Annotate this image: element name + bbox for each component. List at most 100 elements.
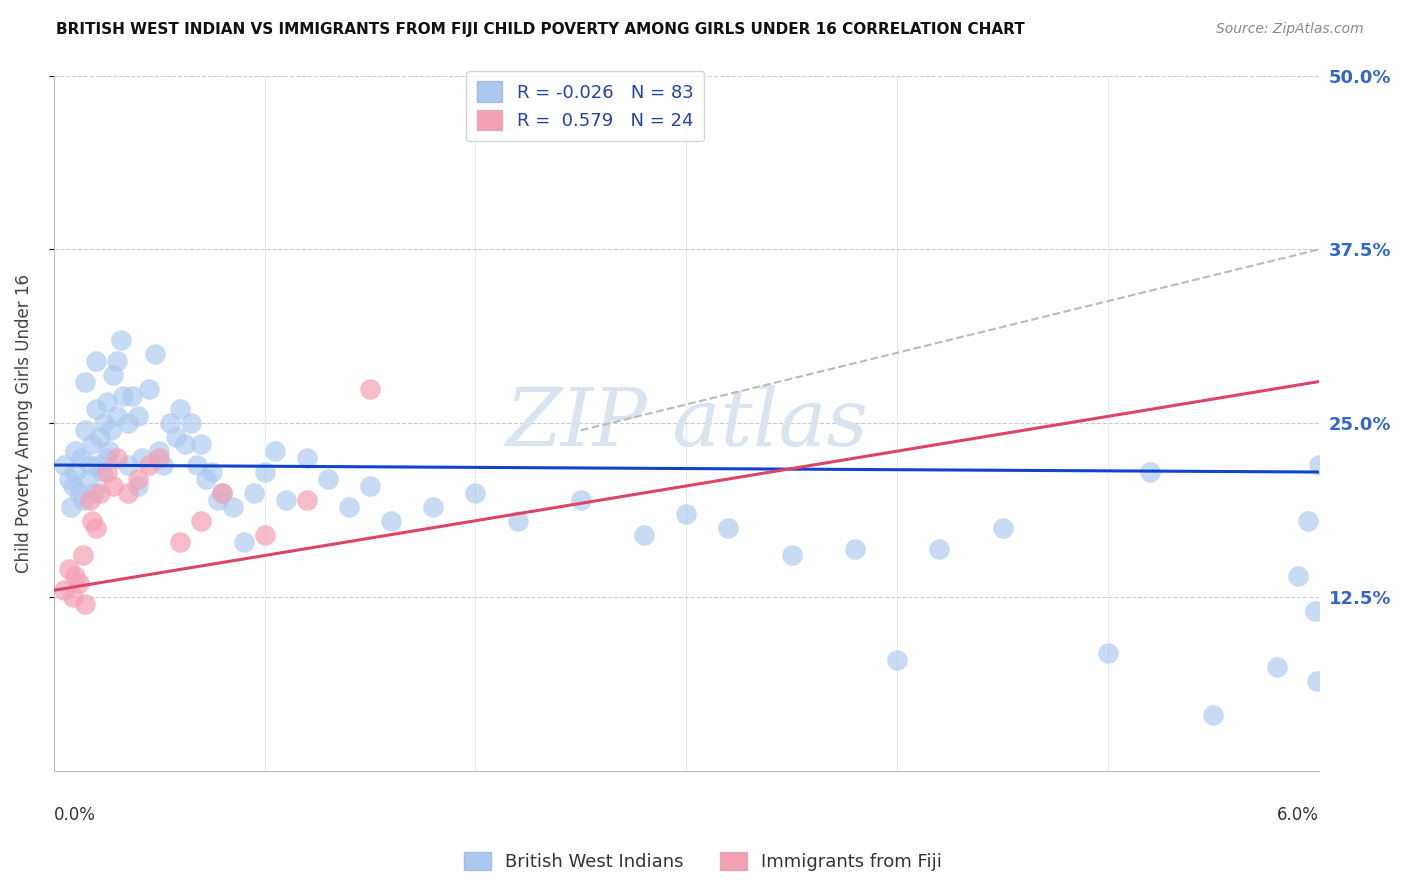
Point	[717, 521, 740, 535]
Point	[1139, 465, 1161, 479]
Point	[337, 500, 360, 514]
Text: 6.0%: 6.0%	[1277, 805, 1319, 824]
Point	[222, 500, 245, 514]
Point	[67, 486, 90, 500]
Point	[844, 541, 866, 556]
Point	[80, 514, 103, 528]
Point	[569, 492, 592, 507]
Point	[422, 500, 444, 514]
Point	[62, 479, 84, 493]
Point	[169, 402, 191, 417]
Point	[675, 507, 697, 521]
Point	[991, 521, 1014, 535]
Point	[295, 492, 318, 507]
Point	[84, 521, 107, 535]
Point	[131, 451, 153, 466]
Point	[180, 417, 202, 431]
Point	[138, 382, 160, 396]
Point	[194, 472, 217, 486]
Point	[67, 576, 90, 591]
Point	[1202, 708, 1225, 723]
Point	[274, 492, 297, 507]
Point	[53, 583, 76, 598]
Point	[1265, 660, 1288, 674]
Point	[97, 444, 120, 458]
Point	[83, 486, 105, 500]
Point	[89, 486, 111, 500]
Point	[75, 375, 97, 389]
Point	[117, 417, 139, 431]
Point	[1097, 646, 1119, 660]
Point	[63, 444, 86, 458]
Point	[72, 492, 94, 507]
Point	[127, 409, 149, 424]
Point	[79, 492, 101, 507]
Point	[186, 458, 208, 472]
Point	[190, 437, 212, 451]
Point	[1286, 569, 1309, 583]
Point	[152, 458, 174, 472]
Point	[169, 534, 191, 549]
Point	[380, 514, 402, 528]
Point	[58, 562, 80, 576]
Point	[87, 458, 110, 472]
Point	[79, 458, 101, 472]
Point	[101, 479, 124, 493]
Point	[112, 388, 135, 402]
Point	[96, 451, 118, 466]
Point	[76, 472, 98, 486]
Point	[117, 486, 139, 500]
Point	[96, 395, 118, 409]
Point	[928, 541, 950, 556]
Point	[70, 451, 93, 466]
Point	[105, 451, 128, 466]
Point	[96, 465, 118, 479]
Point	[75, 423, 97, 437]
Point	[91, 465, 114, 479]
Point	[211, 486, 233, 500]
Point	[105, 409, 128, 424]
Point	[253, 527, 276, 541]
Point	[84, 402, 107, 417]
Point	[464, 486, 486, 500]
Point	[264, 444, 287, 458]
Text: 0.0%: 0.0%	[53, 805, 96, 824]
Point	[72, 549, 94, 563]
Point	[100, 423, 122, 437]
Point	[1303, 604, 1326, 618]
Point	[59, 500, 82, 514]
Point	[89, 430, 111, 444]
Text: ZIP atlas: ZIP atlas	[505, 384, 868, 462]
Legend: R = -0.026   N = 83, R =  0.579   N = 24: R = -0.026 N = 83, R = 0.579 N = 24	[465, 70, 704, 141]
Point	[295, 451, 318, 466]
Point	[173, 437, 195, 451]
Point	[316, 472, 339, 486]
Point	[253, 465, 276, 479]
Point	[138, 458, 160, 472]
Y-axis label: Child Poverty Among Girls Under 16: Child Poverty Among Girls Under 16	[15, 274, 32, 573]
Point	[127, 472, 149, 486]
Point	[201, 465, 224, 479]
Point	[1296, 514, 1319, 528]
Point	[633, 527, 655, 541]
Point	[1305, 673, 1327, 688]
Point	[359, 382, 381, 396]
Point	[93, 417, 115, 431]
Point	[159, 417, 181, 431]
Point	[190, 514, 212, 528]
Point	[1308, 458, 1330, 472]
Text: Source: ZipAtlas.com: Source: ZipAtlas.com	[1216, 22, 1364, 37]
Legend: British West Indians, Immigrants from Fiji: British West Indians, Immigrants from Fi…	[457, 845, 949, 879]
Point	[359, 479, 381, 493]
Point	[62, 591, 84, 605]
Point	[105, 353, 128, 368]
Point	[121, 388, 143, 402]
Point	[110, 333, 132, 347]
Point	[101, 368, 124, 382]
Point	[63, 569, 86, 583]
Point	[148, 444, 170, 458]
Point	[63, 465, 86, 479]
Point	[207, 492, 229, 507]
Point	[127, 479, 149, 493]
Point	[886, 653, 908, 667]
